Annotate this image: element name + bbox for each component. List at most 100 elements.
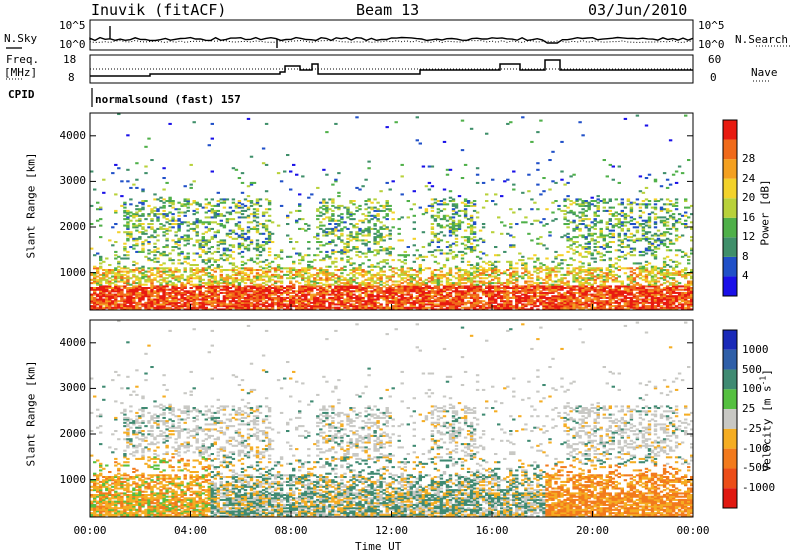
- power-cell: [527, 308, 531, 311]
- power-cell: [337, 237, 341, 240]
- power-cell: [346, 283, 350, 286]
- power-cell: [445, 285, 450, 288]
- power-cell: [554, 265, 558, 268]
- power-cell: [228, 277, 233, 280]
- power-cell: [578, 267, 582, 270]
- power-cell: [307, 282, 311, 285]
- power-cell: [581, 277, 585, 280]
- power-cell: [213, 280, 217, 283]
- power-cell: [581, 288, 585, 291]
- power-cell: [114, 209, 118, 212]
- power-cell: [150, 234, 154, 237]
- power-cell: [325, 216, 329, 219]
- power-cell: [117, 231, 121, 234]
- power-cell: [596, 273, 600, 276]
- power-cell: [93, 265, 97, 268]
- power-cell: [177, 298, 181, 301]
- power-cell: [210, 282, 214, 285]
- power-cell: [307, 288, 311, 291]
- power-cell: [255, 305, 260, 308]
- power-cell: [469, 287, 474, 290]
- power-cell: [448, 306, 453, 309]
- power-cell: [364, 200, 368, 203]
- power-cell: [159, 227, 163, 230]
- power-cell: [475, 244, 480, 247]
- power-cell: [132, 213, 136, 216]
- power-cell: [454, 300, 459, 303]
- power-cell: [213, 287, 217, 290]
- power-cell: [313, 267, 317, 270]
- power-cell: [195, 267, 199, 270]
- power-cell: [494, 277, 498, 280]
- power-cell: [569, 203, 573, 206]
- power-cell: [234, 278, 239, 281]
- power-cell: [301, 295, 305, 298]
- power-cell: [240, 301, 245, 304]
- power-cell: [539, 267, 543, 270]
- power-cell: [225, 249, 230, 252]
- power-cell: [346, 282, 350, 285]
- power-cell: [337, 303, 341, 306]
- power-cell: [210, 275, 214, 278]
- power-cell: [192, 298, 196, 301]
- power-cell: [566, 206, 570, 209]
- power-cell: [273, 303, 278, 306]
- power-cell: [222, 247, 227, 250]
- power-cell: [270, 287, 275, 290]
- power-cell: [240, 229, 245, 232]
- power-cell: [388, 232, 392, 235]
- power-cell: [301, 305, 305, 308]
- power-cell: [264, 275, 269, 278]
- power-cell: [451, 224, 456, 227]
- power-cell: [210, 269, 214, 272]
- power-cell: [123, 203, 127, 206]
- power-cell: [322, 259, 326, 262]
- power-cell: [249, 181, 254, 184]
- power-cell: [391, 267, 395, 270]
- power-cell: [445, 257, 450, 260]
- power-cell: [138, 208, 142, 211]
- power-cell: [279, 277, 284, 280]
- power-cell: [478, 296, 483, 299]
- power-cell: [581, 270, 585, 273]
- power-cell: [183, 204, 187, 207]
- power-cell: [99, 298, 103, 301]
- power-cell: [313, 308, 317, 311]
- power-cell: [177, 254, 181, 257]
- power-cell: [545, 257, 549, 260]
- power-cell: [403, 259, 407, 262]
- power-cell: [219, 270, 223, 273]
- power-cell: [545, 269, 549, 272]
- power-cell: [292, 262, 296, 265]
- power-cell: [469, 237, 474, 240]
- power-cell: [460, 254, 465, 257]
- power-cell: [249, 270, 254, 273]
- power-cell: [237, 177, 242, 180]
- power-cell: [445, 295, 450, 298]
- power-cell: [141, 277, 145, 280]
- power-cell: [279, 300, 284, 303]
- power-cell: [237, 291, 242, 294]
- power-cell: [304, 223, 308, 226]
- power-cell: [596, 293, 600, 296]
- power-cell: [403, 250, 407, 253]
- power-cell: [439, 303, 444, 306]
- power-cell: [186, 278, 190, 281]
- power-cell: [289, 211, 293, 214]
- power-cell: [503, 295, 507, 298]
- power-cell: [512, 273, 516, 276]
- power-cell: [557, 280, 561, 283]
- power-cell: [370, 280, 374, 283]
- power-cell: [451, 300, 456, 303]
- power-cell: [457, 283, 462, 286]
- power-cell: [427, 280, 432, 283]
- power-cell: [99, 293, 103, 296]
- power-cell: [539, 242, 543, 245]
- power-cell: [346, 259, 350, 262]
- power-cell: [123, 231, 127, 234]
- power-cell: [213, 277, 217, 280]
- power-cell: [376, 249, 380, 252]
- power-cell: [421, 291, 426, 294]
- power-cell: [403, 288, 407, 291]
- power-cell: [424, 306, 429, 309]
